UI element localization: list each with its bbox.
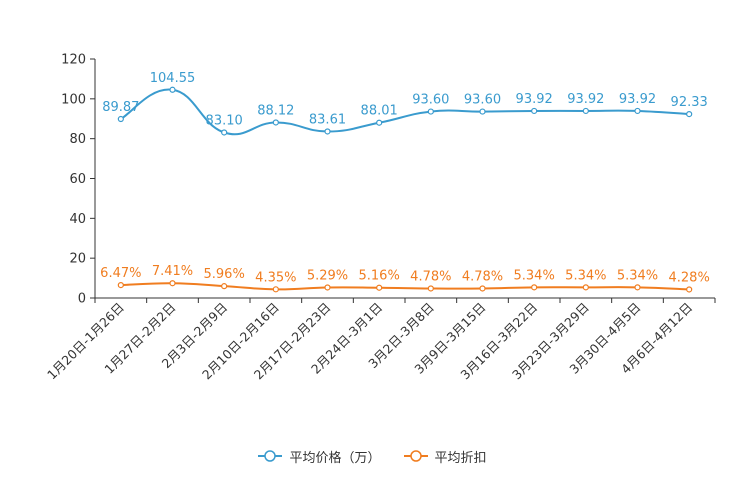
data-label: 6.47% bbox=[100, 266, 141, 281]
data-point bbox=[427, 108, 434, 115]
data-point bbox=[531, 107, 538, 115]
data-label: 4.35% bbox=[255, 270, 296, 285]
data-label: 5.34% bbox=[617, 268, 658, 283]
data-point bbox=[324, 128, 331, 135]
data-label: 4.78% bbox=[410, 269, 451, 284]
data-point bbox=[634, 107, 641, 115]
data-label: 83.10 bbox=[206, 113, 243, 128]
series-line-1 bbox=[120, 282, 690, 291]
data-point bbox=[686, 286, 693, 293]
data-point bbox=[479, 108, 486, 115]
y-tick-label: 80 bbox=[69, 132, 86, 147]
y-tick-label: 100 bbox=[61, 92, 86, 107]
data-label: 93.92 bbox=[619, 92, 656, 107]
data-label: 88.01 bbox=[361, 104, 398, 119]
data-point bbox=[686, 111, 693, 118]
data-label: 88.12 bbox=[257, 103, 294, 118]
data-label: 93.60 bbox=[464, 93, 501, 108]
data-point bbox=[117, 115, 124, 123]
data-point bbox=[479, 285, 486, 292]
data-label: 5.34% bbox=[565, 268, 606, 283]
data-point bbox=[582, 107, 589, 115]
data-point bbox=[324, 284, 331, 291]
data-label: 5.96% bbox=[204, 267, 245, 282]
data-label: 4.78% bbox=[462, 269, 503, 284]
legend-label-price: 平均价格（万） bbox=[289, 450, 381, 466]
data-point bbox=[169, 280, 176, 287]
data-label: 93.92 bbox=[567, 92, 604, 107]
data-point bbox=[376, 119, 383, 126]
y-tick-label: 0 bbox=[78, 292, 86, 307]
legend-line-circle-icon bbox=[403, 450, 428, 462]
data-label: 5.16% bbox=[359, 269, 400, 284]
data-label: 7.41% bbox=[152, 264, 193, 279]
data-label: 4.28% bbox=[669, 270, 710, 285]
data-point bbox=[272, 119, 279, 126]
legend-label-discount: 平均折扣 bbox=[434, 450, 487, 466]
y-tick-label: 120 bbox=[61, 53, 86, 68]
legend-item-price[interactable]: 平均价格（万） bbox=[257, 447, 381, 466]
data-point bbox=[376, 284, 383, 291]
legend-line-circle-icon bbox=[258, 450, 283, 462]
y-tick-label: 60 bbox=[69, 172, 86, 187]
y-tick-label: 40 bbox=[69, 212, 86, 227]
data-point bbox=[634, 284, 641, 291]
data-label: 92.33 bbox=[671, 95, 708, 110]
data-label: 93.92 bbox=[516, 92, 553, 107]
y-tick-label: 20 bbox=[69, 252, 86, 267]
data-point bbox=[427, 285, 434, 292]
data-point bbox=[221, 283, 228, 290]
data-point bbox=[531, 284, 538, 291]
data-label: 93.60 bbox=[412, 93, 449, 108]
data-label: 83.61 bbox=[309, 112, 346, 127]
data-label: 89.87 bbox=[102, 100, 139, 115]
data-label: 5.34% bbox=[514, 268, 555, 283]
data-label: 5.29% bbox=[307, 268, 348, 283]
line-chart: 0204060801001201月20日-1月26日1月27日-2月2日2月3日… bbox=[44, 53, 716, 382]
data-point bbox=[221, 129, 228, 136]
data-point bbox=[272, 286, 279, 293]
legend-item-discount[interactable]: 平均折扣 bbox=[403, 447, 487, 466]
data-label: 104.55 bbox=[150, 71, 196, 86]
data-point bbox=[117, 282, 124, 289]
legend: 平均价格（万） 平均折扣 bbox=[0, 444, 744, 468]
data-point bbox=[169, 86, 176, 93]
data-point bbox=[582, 284, 589, 291]
